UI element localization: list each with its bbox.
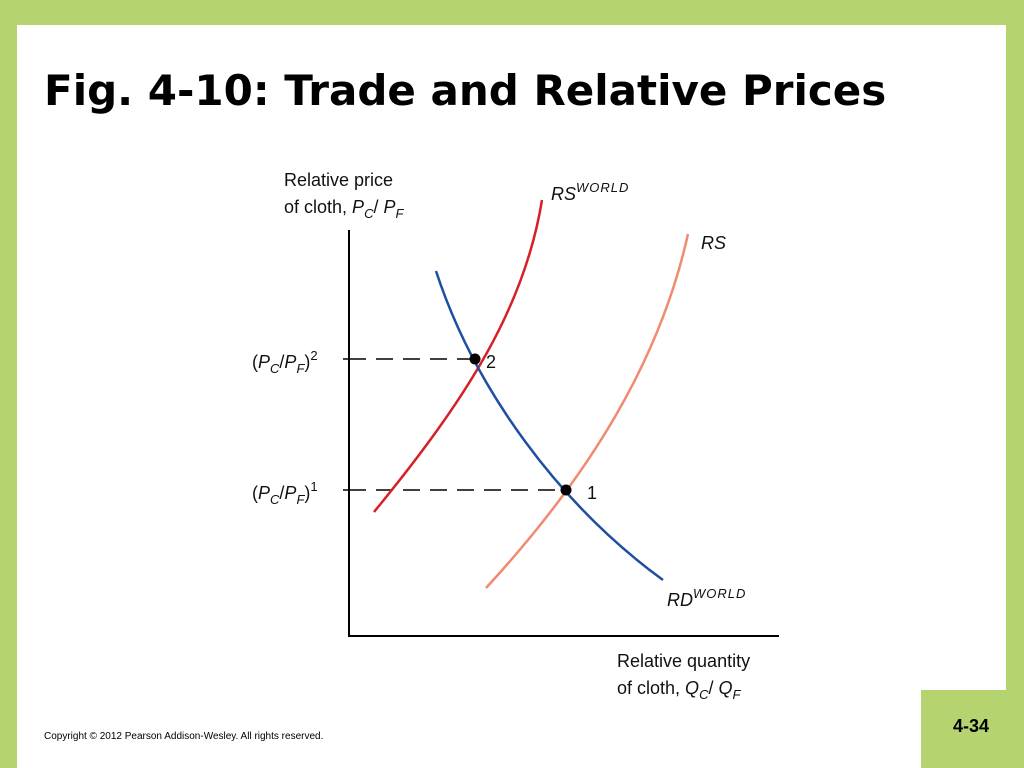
y-axis-label-line2: of cloth, PC/ PF bbox=[284, 197, 404, 221]
copyright-notice: Copyright © 2012 Pearson Addison-Wesley.… bbox=[44, 731, 324, 742]
equilibrium-point-1 bbox=[560, 484, 572, 496]
rd-world-curve bbox=[434, 270, 664, 582]
point-2-label: 2 bbox=[486, 352, 496, 372]
x-axis-label-line1: Relative quantity bbox=[617, 651, 750, 671]
rs-world-curve bbox=[373, 199, 544, 513]
point-1-label: 1 bbox=[587, 483, 597, 503]
price-level-1-label: (PC/PF)1 bbox=[252, 479, 318, 507]
y-axis-label-line1: Relative price bbox=[284, 170, 393, 190]
rs-label: RS bbox=[701, 233, 726, 253]
price-level-2-label: (PC/PF)2 bbox=[252, 348, 318, 376]
page-number-box bbox=[921, 690, 1006, 768]
page-number: 4-34 bbox=[952, 716, 990, 736]
x-axis-label-line2: of cloth, QC/ QF bbox=[617, 678, 741, 702]
rs-world-label: RSWORLD bbox=[551, 180, 629, 204]
rs-curve bbox=[485, 233, 690, 589]
equilibrium-point-2 bbox=[469, 353, 481, 365]
slide-title: Fig. 4-10: Trade and Relative Prices bbox=[44, 66, 887, 115]
slide-background bbox=[17, 25, 1006, 768]
rd-world-label: RDWORLD bbox=[667, 586, 746, 610]
